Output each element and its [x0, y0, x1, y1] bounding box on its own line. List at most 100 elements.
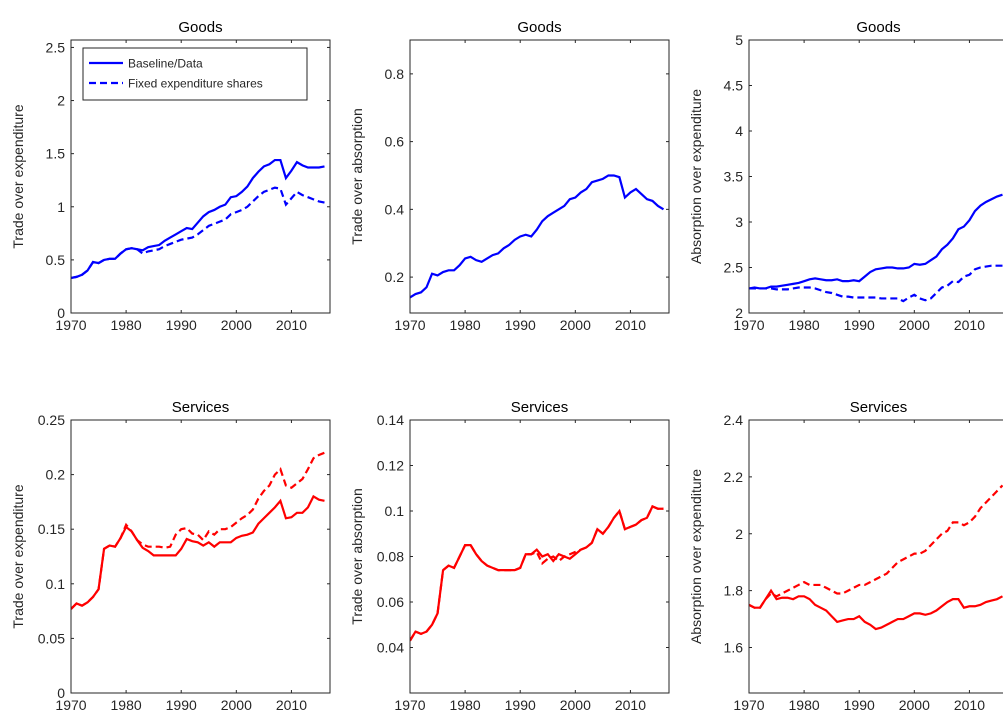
axes-box — [70, 39, 331, 314]
legend: Baseline/Data Fixed expenditure shares — [82, 47, 308, 101]
series-line — [71, 451, 325, 610]
y-axis-label: Absorption over expenditure — [688, 469, 704, 644]
x-tick-label: 2010 — [615, 697, 646, 713]
series-line — [71, 186, 325, 280]
x-tick-label: 1980 — [789, 317, 820, 333]
y-tick-label: 0.08 — [377, 549, 404, 565]
plot-area — [749, 40, 1003, 313]
plot-area — [410, 40, 669, 313]
x-tick-label: 1970 — [394, 697, 425, 713]
y-tick-label: 2.2 — [724, 469, 744, 485]
y-tick-label: 0.05 — [38, 630, 65, 646]
y-tick-label: 1.8 — [724, 583, 744, 599]
x-tick-label: 2000 — [221, 317, 252, 333]
panel: Services Trade over expenditure 1970 1980 19… — [10, 399, 331, 713]
x-tick-label: 2010 — [276, 697, 307, 713]
series-line — [749, 484, 1003, 609]
axes-box — [748, 419, 1003, 694]
y-tick-label: 0.1 — [385, 503, 405, 519]
x-tick-label: 2010 — [954, 697, 985, 713]
y-tick-label: 1.6 — [724, 640, 744, 656]
y-axis-label: Trade over expenditure — [10, 104, 26, 248]
series-line — [410, 174, 665, 299]
y-tick-label: 0.2 — [385, 269, 405, 285]
panel-title: Goods — [517, 19, 561, 36]
x-tick-label: 2000 — [899, 317, 930, 333]
x-tick-label: 1990 — [844, 317, 875, 333]
x-tick-label: 1970 — [55, 697, 86, 713]
x-tick-label: 1990 — [844, 697, 875, 713]
y-tick-label: 0 — [57, 685, 65, 701]
y-tick-label: 0.1 — [46, 576, 66, 592]
y-tick-label: 3.5 — [724, 169, 744, 185]
y-tick-label: 2.5 — [724, 260, 744, 276]
y-tick-label: 0.04 — [377, 640, 404, 656]
series-line — [410, 505, 664, 642]
y-tick-label: 4 — [735, 123, 743, 139]
panel: Services Absorption over expenditure 1970 1… — [688, 399, 1003, 713]
x-tick-label: 1980 — [111, 697, 142, 713]
panel-title: Services — [850, 399, 908, 416]
axes-box — [748, 39, 1003, 314]
x-tick-label: 1990 — [166, 317, 197, 333]
y-tick-label: 0.14 — [377, 412, 404, 428]
plot-area — [749, 420, 1003, 693]
y-tick-label: 0.2 — [46, 467, 66, 483]
y-tick-label: 2.5 — [46, 39, 66, 55]
panel: Goods Trade over expenditure 1970 1980 1990 2… — [10, 19, 331, 333]
panel-title: Goods — [178, 19, 222, 36]
x-tick-label: 1970 — [733, 697, 764, 713]
x-tick-label: 1970 — [394, 317, 425, 333]
x-tick-label: 2000 — [560, 697, 591, 713]
x-tick-label: 1970 — [733, 317, 764, 333]
x-tick-label: 1980 — [450, 697, 481, 713]
x-tick-label: 2010 — [954, 317, 985, 333]
x-tick-label: 1970 — [55, 317, 86, 333]
y-tick-label: 2 — [57, 93, 65, 109]
y-tick-label: 5 — [735, 32, 743, 48]
x-tick-label: 1980 — [450, 317, 481, 333]
x-tick-label: 2010 — [276, 317, 307, 333]
y-tick-label: 3 — [735, 214, 743, 230]
series-line — [749, 193, 1003, 290]
panel: Goods Trade over absorption 1970 1980 1990 20… — [349, 19, 670, 333]
y-axis-label: Trade over absorption — [349, 108, 365, 244]
x-tick-label: 1990 — [505, 697, 536, 713]
y-tick-label: 2 — [735, 526, 743, 542]
x-tick-label: 1980 — [111, 317, 142, 333]
y-tick-label: 2 — [735, 305, 743, 321]
panel-title: Services — [172, 399, 230, 416]
y-tick-label: 1.5 — [46, 146, 66, 162]
x-tick-label: 2000 — [221, 697, 252, 713]
series-line — [749, 588, 1003, 631]
panel: Services Trade over absorption 1970 1980 199… — [349, 399, 670, 713]
plot-area — [71, 420, 330, 693]
y-tick-label: 0 — [57, 305, 65, 321]
panel-title: Services — [511, 399, 569, 416]
x-tick-label: 1990 — [166, 697, 197, 713]
x-tick-label: 2000 — [899, 697, 930, 713]
legend-label: Fixed expenditure shares — [128, 77, 263, 91]
y-tick-label: 0.4 — [385, 201, 405, 217]
y-tick-label: 1 — [57, 199, 65, 215]
y-tick-label: 2.4 — [724, 412, 744, 428]
y-tick-label: 0.15 — [38, 521, 65, 537]
panel-title: Goods — [856, 19, 900, 36]
y-axis-label: Trade over absorption — [349, 488, 365, 624]
x-tick-label: 1980 — [789, 697, 820, 713]
y-tick-label: 0.8 — [385, 66, 405, 82]
axes-box — [409, 419, 670, 694]
axes-box — [409, 39, 670, 314]
panel: Goods Absorption over expenditure 1970 1980… — [688, 19, 1003, 333]
y-axis-label: Trade over expenditure — [10, 484, 26, 628]
y-tick-label: 0.12 — [377, 458, 404, 474]
y-tick-label: 0.5 — [46, 252, 66, 268]
legend-label: Baseline/Data — [128, 57, 203, 71]
axes-box — [70, 419, 331, 694]
y-axis-label: Absorption over expenditure — [688, 89, 704, 264]
y-tick-label: 0.25 — [38, 412, 65, 428]
x-tick-label: 2000 — [560, 317, 591, 333]
y-tick-label: 4.5 — [724, 78, 744, 94]
